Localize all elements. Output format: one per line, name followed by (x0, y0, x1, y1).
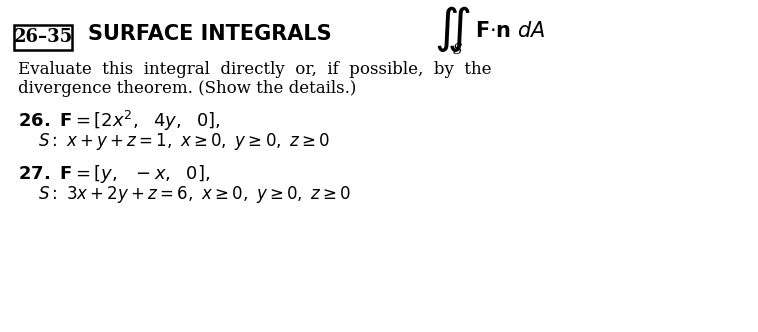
Text: 26–35: 26–35 (14, 28, 73, 46)
Text: $S\mathrm{:}\ x + y + z = 1,\ x \geq 0,\ y \geq 0,\ z \geq 0$: $S\mathrm{:}\ x + y + z = 1,\ x \geq 0,\… (38, 131, 330, 152)
Text: SURFACE INTEGRALS: SURFACE INTEGRALS (88, 24, 332, 44)
FancyBboxPatch shape (14, 25, 72, 50)
Text: $\mathbf{26.\ F} = [2x^2,\ \ 4y,\ \ 0],$: $\mathbf{26.\ F} = [2x^2,\ \ 4y,\ \ 0],$ (18, 109, 221, 133)
Text: divergence theorem. (Show the details.): divergence theorem. (Show the details.) (18, 80, 356, 97)
Text: S: S (453, 43, 462, 57)
Text: $S\mathrm{:}\ 3x + 2y + z = 6,\ x \geq 0,\ y \geq 0,\ z \geq 0$: $S\mathrm{:}\ 3x + 2y + z = 6,\ x \geq 0… (38, 184, 352, 205)
Text: $\mathbf{27.\ F} = [y,\ \ -x,\ \ 0],$: $\mathbf{27.\ F} = [y,\ \ -x,\ \ 0],$ (18, 163, 211, 186)
Text: $\mathbf{F}{\cdot}\mathbf{n}\ dA$: $\mathbf{F}{\cdot}\mathbf{n}\ dA$ (475, 22, 546, 42)
Text: Evaluate  this  integral  directly  or,  if  possible,  by  the: Evaluate this integral directly or, if p… (18, 61, 491, 78)
Text: $\iint$: $\iint$ (434, 4, 470, 53)
